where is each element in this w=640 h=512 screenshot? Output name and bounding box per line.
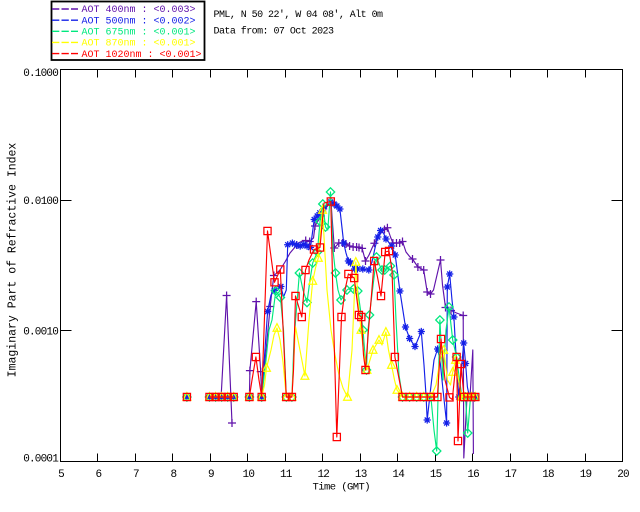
svg-text:0.1000: 0.1000 — [23, 68, 58, 80]
svg-text:15: 15 — [430, 469, 442, 481]
svg-text:16: 16 — [467, 469, 479, 481]
svg-text:Time (GMT): Time (GMT) — [313, 482, 371, 494]
svg-text:AOT 870nm : <0.001>: AOT 870nm : <0.001> — [82, 39, 196, 50]
svg-text:17: 17 — [505, 469, 517, 481]
svg-text:PML, N 50 22', W 04 08', Alt 0: PML, N 50 22', W 04 08', Alt 0m — [214, 9, 384, 21]
svg-text:18: 18 — [542, 469, 554, 481]
svg-text:7: 7 — [133, 469, 139, 481]
svg-text:12: 12 — [317, 469, 329, 481]
svg-text:0.0001: 0.0001 — [23, 454, 59, 466]
svg-text:AOT 400nm : <0.003>: AOT 400nm : <0.003> — [82, 5, 196, 16]
svg-text:AOT 1020nm : <0.001>: AOT 1020nm : <0.001> — [82, 50, 202, 61]
svg-text:14: 14 — [392, 469, 405, 481]
svg-text:11: 11 — [280, 469, 293, 481]
svg-text:19: 19 — [580, 469, 592, 481]
svg-text:5: 5 — [58, 469, 64, 481]
svg-text:20: 20 — [617, 469, 629, 481]
svg-text:13: 13 — [355, 469, 367, 481]
svg-text:Data from: 07 Oct 2023: Data from: 07 Oct 2023 — [214, 26, 334, 38]
svg-text:0.0100: 0.0100 — [23, 196, 58, 208]
svg-text:6: 6 — [96, 469, 102, 481]
svg-text:10: 10 — [243, 469, 255, 481]
svg-text:AOT 675nm : <0.001>: AOT 675nm : <0.001> — [82, 28, 196, 39]
svg-text:0.0010: 0.0010 — [23, 326, 58, 338]
svg-text:Imaginary Part of Refractive I: Imaginary Part of Refractive Index — [7, 143, 20, 378]
svg-text:AOT 500nm : <0.002>: AOT 500nm : <0.002> — [82, 16, 196, 27]
svg-text:9: 9 — [208, 469, 214, 481]
svg-text:8: 8 — [170, 469, 176, 481]
